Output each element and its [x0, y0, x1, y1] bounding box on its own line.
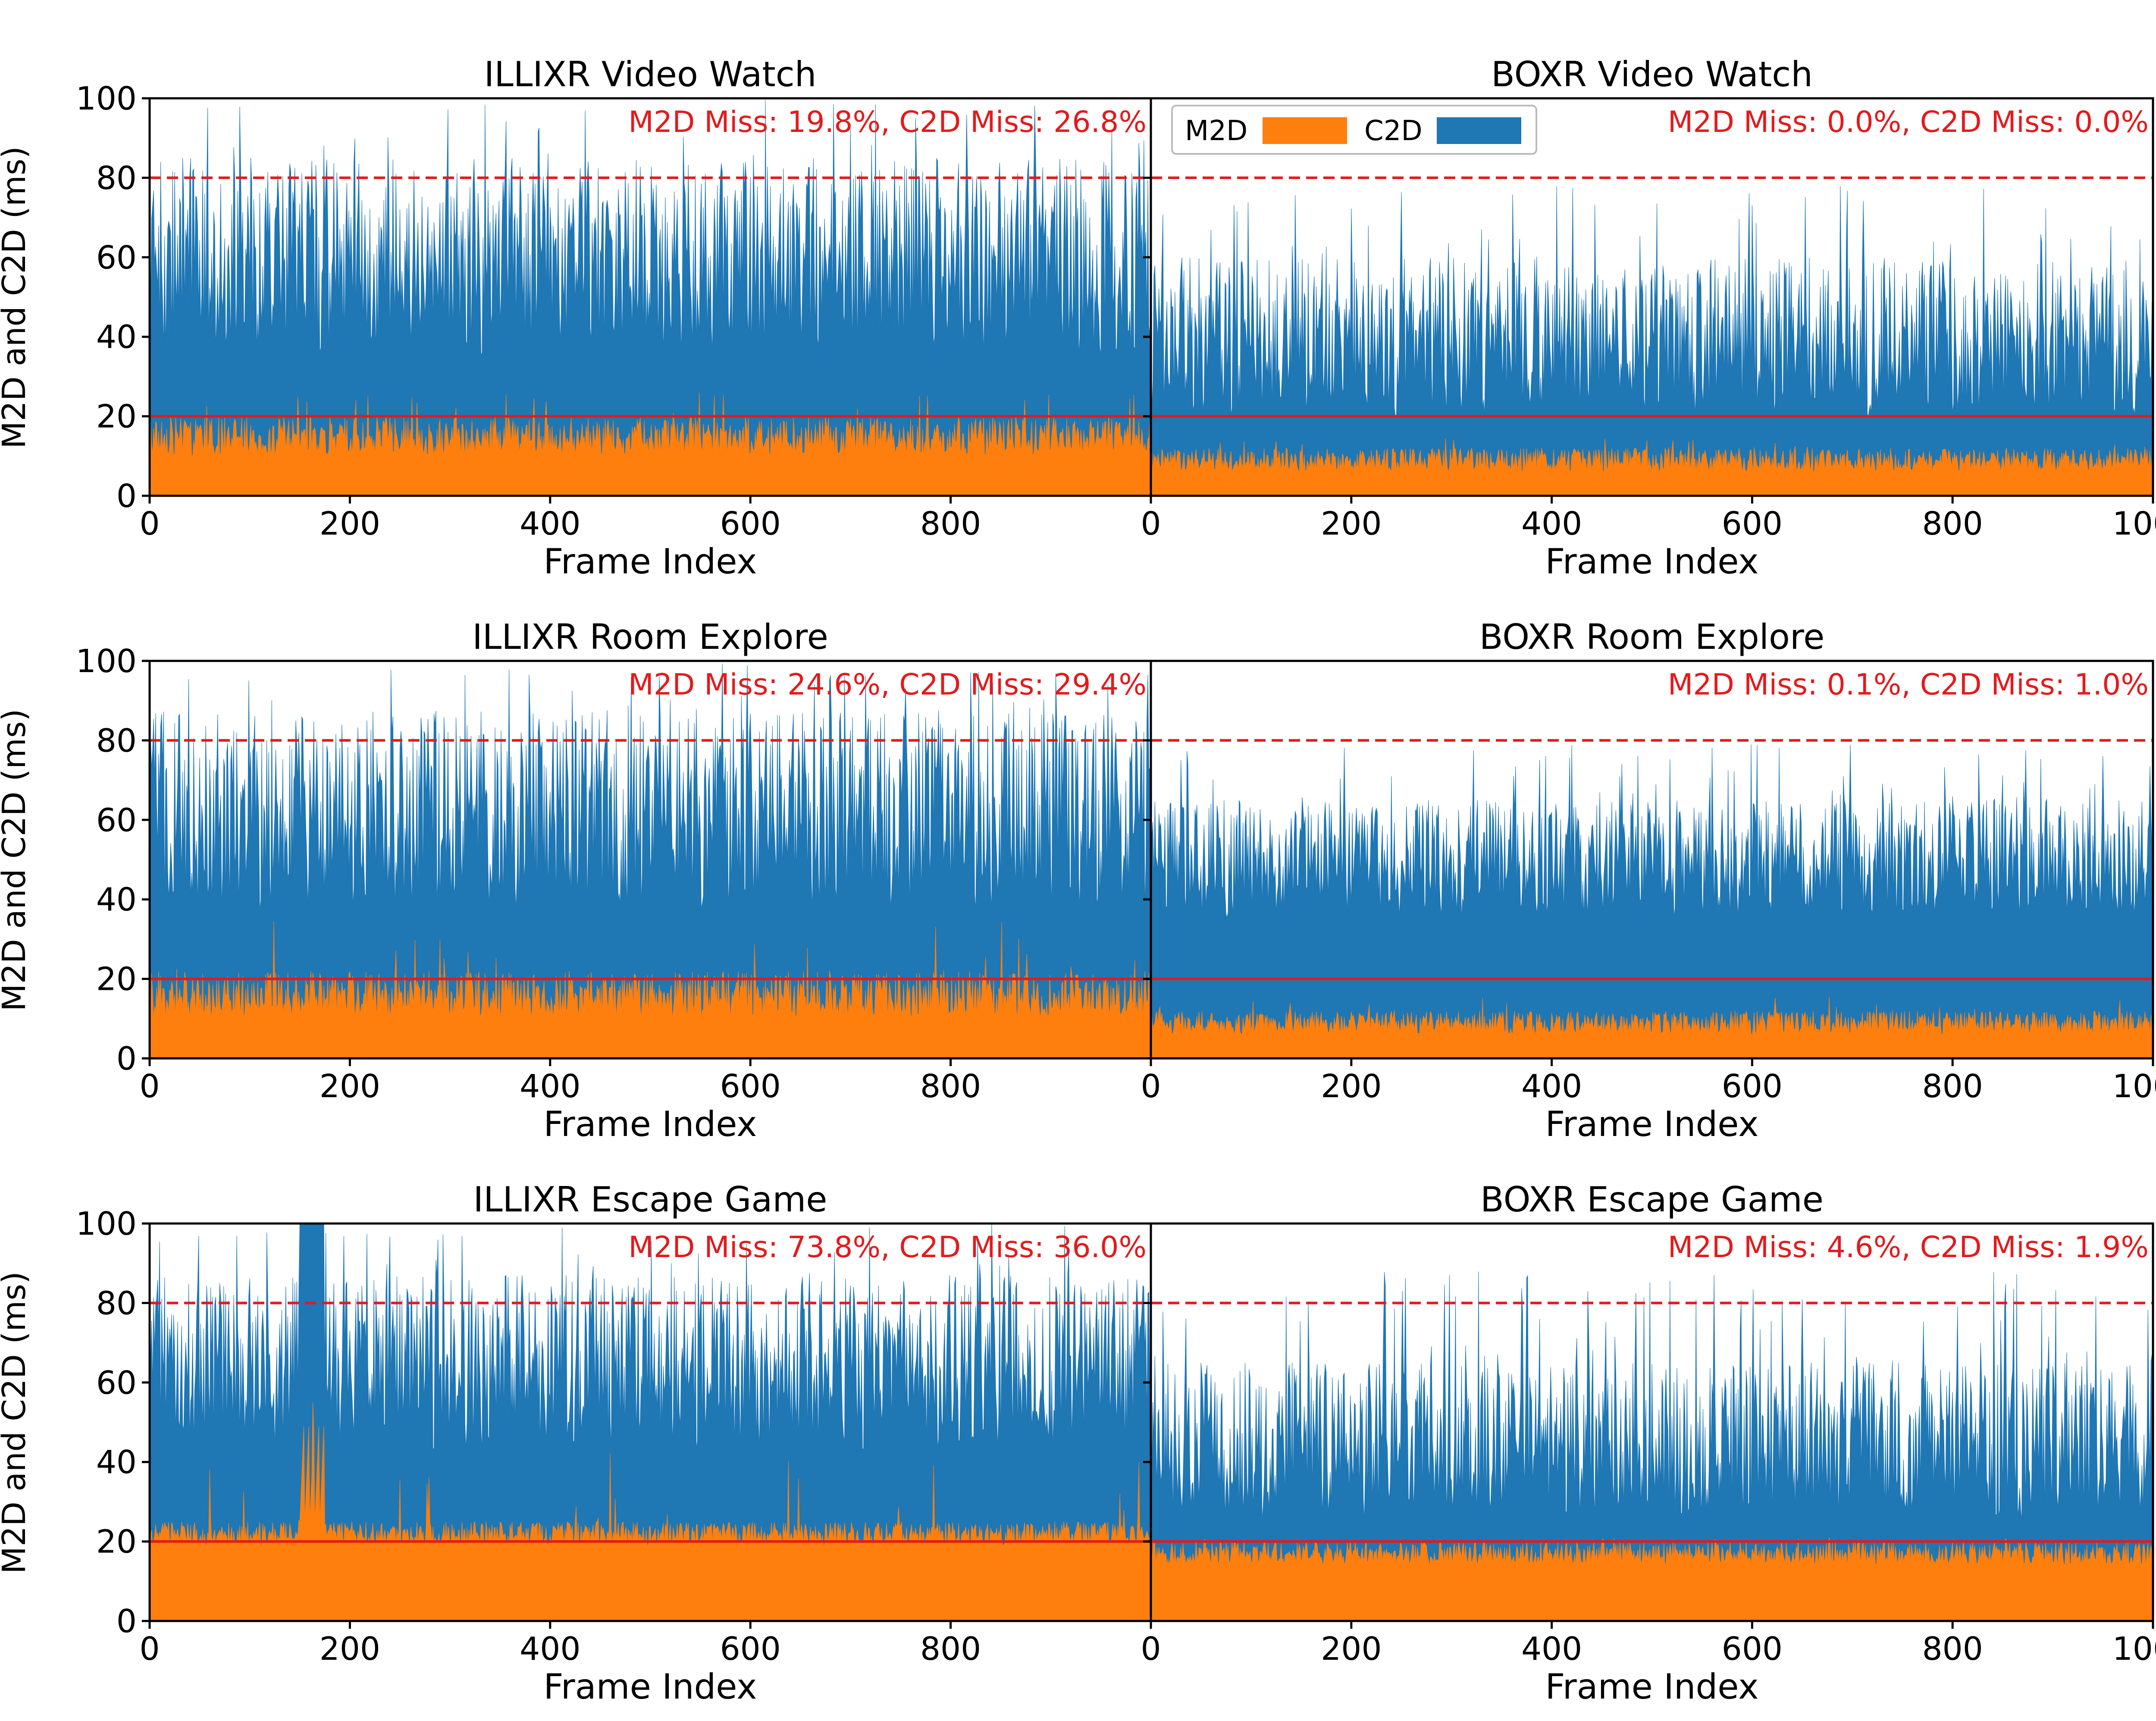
x-tick-label: 0 — [1141, 1630, 1161, 1668]
miss-annotation: M2D Miss: 4.6%, C2D Miss: 1.9% — [1668, 1230, 2149, 1264]
series-c2d-area — [150, 663, 1150, 1058]
x-axis-label: Frame Index — [544, 541, 757, 582]
panel-illixr-escape-game: 0 200 400 600 800 0 20 40 60 80 100 ILLIXR Escape G… — [76, 1180, 1152, 1707]
x-tick-label: 200 — [1321, 1068, 1382, 1105]
y-tick-label: 20 — [96, 961, 137, 998]
series-m2d-area — [1151, 996, 2153, 1058]
x-tick-label: 1000 — [2112, 1630, 2156, 1668]
x-axis-label: Frame Index — [544, 1667, 757, 1707]
x-tick-label: 200 — [320, 505, 380, 542]
panel-illixr-room-explore: 0 200 400 600 800 0 20 40 60 80 100 ILLIXR Room Exp… — [76, 617, 1152, 1144]
x-tick-label: 600 — [1722, 1630, 1783, 1668]
panel-boxr-video-watch: 0 200 400 600 800 1000 BOXR Video Watch Frame I… — [1141, 54, 2156, 582]
x-tick-label: 800 — [920, 505, 981, 542]
y-tick-label: 20 — [96, 398, 137, 435]
x-tick-label: 800 — [920, 1068, 981, 1105]
y-tick-label: 40 — [96, 1444, 137, 1481]
x-tick-label: 200 — [320, 1068, 380, 1105]
miss-annotation: M2D Miss: 19.8%, C2D Miss: 26.8% — [628, 105, 1147, 139]
y-tick-label: 40 — [96, 881, 137, 918]
x-tick-label: 800 — [1922, 505, 1983, 542]
panel-title: ILLIXR Escape Game — [473, 1180, 827, 1220]
x-tick-label: 200 — [320, 1630, 380, 1668]
x-tick-label: 200 — [1321, 505, 1382, 542]
panel-illixr-video-watch: 0 200 400 600 800 0 20 40 60 80 100 ILLIXR Video Wa… — [76, 54, 1152, 582]
panel-boxr-escape-game: 0 200 400 600 800 1000 BOXR Escape Game Frame I… — [1141, 1180, 2156, 1707]
y-tick-label: 0 — [116, 1040, 137, 1077]
miss-annotation: M2D Miss: 0.0%, C2D Miss: 0.0% — [1668, 105, 2149, 139]
panel-boxr-room-explore: 0 200 400 600 800 1000 BOXR Room Explore Frame … — [1141, 617, 2156, 1144]
panel-frame — [1150, 660, 2154, 1060]
panel-title: BOXR Escape Game — [1480, 1180, 1824, 1220]
ylabel-row-3: M2D and C2D (ms) — [0, 1271, 33, 1574]
x-tick-label: 0 — [139, 1068, 160, 1105]
panel-frame — [1150, 97, 2154, 497]
x-tick-label: 800 — [1922, 1630, 1983, 1668]
series-m2d-area — [1151, 438, 2153, 496]
x-tick-label: 1000 — [2112, 505, 2156, 542]
ylabel-row-1: M2D and C2D (ms) — [0, 146, 33, 449]
x-tick-label: 400 — [520, 1068, 580, 1105]
legend: M2D C2D — [1171, 105, 1537, 155]
legend-swatch-m2d — [1263, 117, 1347, 144]
y-tick-label: 100 — [76, 643, 137, 680]
x-axis-label: Frame Index — [1545, 1667, 1759, 1707]
x-tick-label: 400 — [520, 505, 580, 542]
y-tick-label: 80 — [96, 160, 137, 197]
panel-frame — [1150, 1222, 2154, 1622]
x-tick-label: 400 — [520, 1630, 580, 1668]
series-c2d-area — [1151, 1271, 2153, 1621]
y-tick-label: 60 — [96, 239, 137, 276]
x-axis-label: Frame Index — [544, 1104, 757, 1144]
legend-label-c2d: C2D — [1364, 115, 1423, 147]
x-tick-label: 600 — [1722, 505, 1783, 542]
y-tick-label: 100 — [76, 80, 137, 117]
x-tick-label: 0 — [1141, 1068, 1161, 1105]
x-tick-label: 200 — [1321, 1630, 1382, 1668]
y-tick-label: 100 — [76, 1205, 137, 1242]
y-tick-label: 80 — [96, 1285, 137, 1322]
x-tick-label: 600 — [720, 1630, 781, 1668]
x-tick-label: 600 — [1722, 1068, 1783, 1105]
x-axis-label: Frame Index — [1545, 1104, 1759, 1144]
x-tick-label: 800 — [1922, 1068, 1983, 1105]
series-m2d-area — [1151, 1537, 2153, 1621]
x-tick-label: 400 — [1521, 505, 1582, 542]
panel-title: ILLIXR Room Explore — [472, 617, 828, 657]
series-m2d-area — [150, 392, 1150, 496]
x-tick-label: 0 — [139, 1630, 160, 1668]
series-c2d-area — [1151, 186, 2153, 496]
x-tick-label: 0 — [139, 505, 160, 542]
series-c2d-area — [150, 100, 1150, 496]
panel-title: BOXR Room Explore — [1479, 617, 1825, 657]
y-tick-label: 40 — [96, 319, 137, 356]
legend-swatch-c2d — [1437, 117, 1521, 144]
ylabel-row-2: M2D and C2D (ms) — [0, 709, 33, 1011]
x-tick-label: 600 — [720, 505, 781, 542]
legend-label-m2d: M2D — [1185, 115, 1247, 147]
x-tick-label: 600 — [720, 1068, 781, 1105]
y-tick-label: 0 — [116, 478, 137, 515]
y-tick-label: 60 — [96, 802, 137, 839]
miss-annotation: M2D Miss: 24.6%, C2D Miss: 29.4% — [628, 668, 1147, 702]
x-tick-label: 1000 — [2112, 1068, 2156, 1105]
x-axis-label: Frame Index — [1545, 541, 1759, 582]
x-tick-label: 400 — [1521, 1068, 1582, 1105]
y-tick-label: 0 — [116, 1603, 137, 1640]
x-tick-label: 400 — [1521, 1630, 1582, 1668]
x-tick-label: 0 — [1141, 505, 1161, 542]
y-tick-label: 20 — [96, 1524, 137, 1561]
x-tick-label: 800 — [920, 1630, 981, 1668]
panel-title: BOXR Video Watch — [1491, 54, 1813, 94]
y-tick-label: 80 — [96, 722, 137, 759]
panel-title: ILLIXR Video Watch — [484, 54, 817, 94]
y-tick-label: 60 — [96, 1364, 137, 1402]
miss-annotation: M2D Miss: 0.1%, C2D Miss: 1.0% — [1668, 668, 2149, 702]
miss-annotation: M2D Miss: 73.8%, C2D Miss: 36.0% — [628, 1230, 1147, 1264]
